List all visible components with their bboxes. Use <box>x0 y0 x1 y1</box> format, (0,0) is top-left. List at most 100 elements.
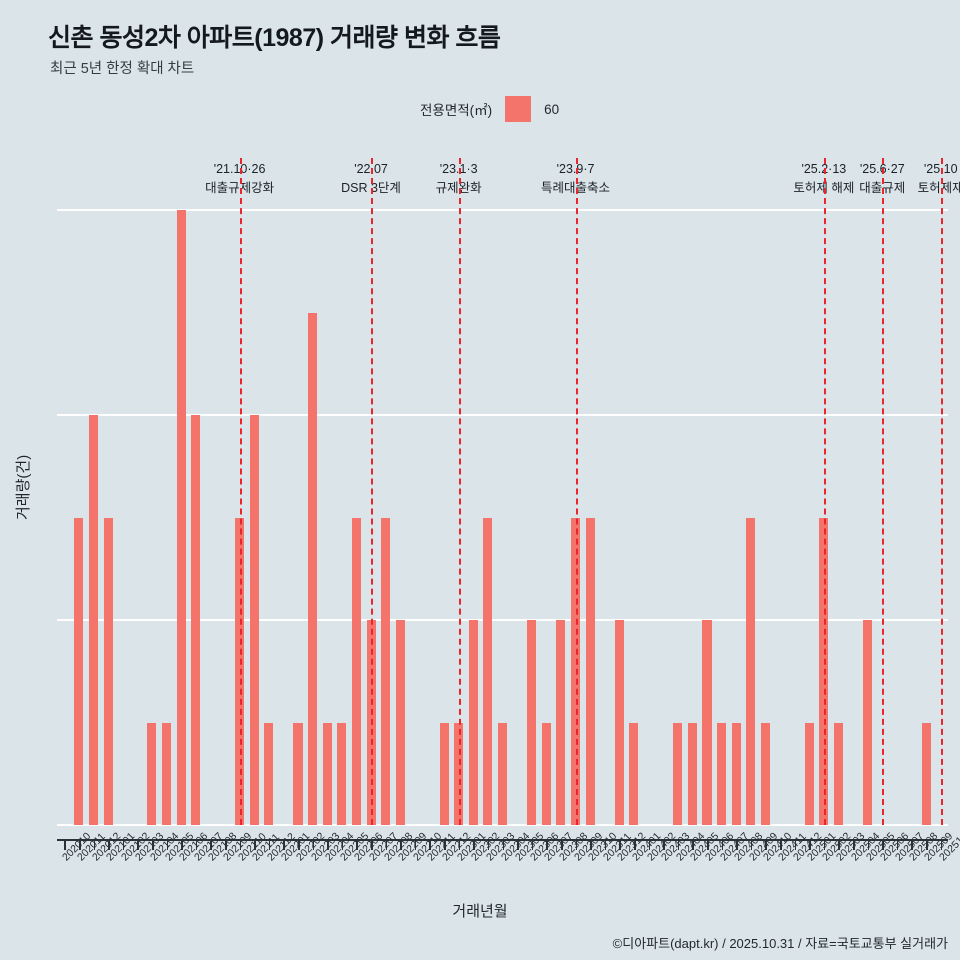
footer-credit: ©디아파트(dapt.kr) / 2025.10.31 / 자료=국토교통부 실… <box>612 936 948 951</box>
x-tick <box>809 839 811 850</box>
bar[interactable] <box>746 517 756 825</box>
x-tick <box>341 839 344 850</box>
x-tick <box>224 839 227 850</box>
x-tick <box>940 839 943 850</box>
bar[interactable] <box>819 517 829 825</box>
bar[interactable] <box>293 722 303 825</box>
bar[interactable] <box>541 722 551 825</box>
bar[interactable] <box>921 722 931 825</box>
bar[interactable] <box>687 722 697 825</box>
bar[interactable] <box>395 620 405 825</box>
plot-area: 0246 <box>57 158 948 827</box>
x-tick <box>298 839 300 850</box>
x-tick <box>254 839 256 850</box>
bar[interactable] <box>571 517 581 825</box>
bar[interactable] <box>629 722 639 825</box>
bar[interactable] <box>497 722 508 825</box>
bar[interactable] <box>88 415 99 825</box>
x-tick <box>721 839 724 850</box>
bar[interactable] <box>366 620 376 825</box>
event-name: 토허제재 <box>917 181 960 196</box>
x-tick <box>487 839 490 850</box>
x-tick <box>750 839 753 850</box>
bar[interactable] <box>833 722 843 825</box>
bar[interactable] <box>162 722 172 825</box>
x-tick <box>166 839 169 850</box>
bar[interactable] <box>717 722 727 825</box>
x-tick <box>239 839 242 850</box>
bar[interactable] <box>468 620 478 825</box>
x-tick <box>517 839 519 850</box>
x-tick <box>108 839 110 850</box>
bar[interactable] <box>556 620 566 825</box>
x-tick <box>648 839 651 850</box>
x-tick <box>838 839 841 850</box>
chart-subtitle: 최근 5년 한정 확대 차트 <box>50 61 195 77</box>
bar[interactable] <box>249 415 259 825</box>
x-tick <box>926 839 928 850</box>
bar[interactable] <box>147 722 157 825</box>
x-tick <box>283 839 285 850</box>
x-tick <box>78 839 81 850</box>
bar[interactable] <box>731 722 741 825</box>
bar[interactable] <box>527 620 537 825</box>
gridline-0 <box>57 823 948 827</box>
bar[interactable] <box>308 312 318 825</box>
event-date: '23.1·3 <box>439 162 478 176</box>
chart-legend: 전용면적(㎡) 60 <box>420 96 559 122</box>
bar[interactable] <box>103 517 113 825</box>
gridline-4 <box>57 413 948 417</box>
x-tick <box>64 839 66 850</box>
x-tick <box>356 839 359 850</box>
x-tick <box>706 839 709 850</box>
event-date: '25.10 <box>923 162 958 176</box>
bar[interactable] <box>454 722 464 825</box>
bar[interactable] <box>381 517 391 825</box>
x-tick <box>531 839 534 850</box>
x-tick <box>371 839 373 850</box>
x-tick <box>444 839 446 850</box>
x-tick <box>385 839 388 850</box>
x-tick <box>677 839 680 850</box>
bar[interactable] <box>264 722 274 825</box>
x-tick <box>896 839 899 850</box>
bar[interactable] <box>702 620 712 825</box>
bar[interactable] <box>235 517 245 825</box>
bar[interactable] <box>614 620 624 825</box>
event-line <box>239 158 242 825</box>
x-tick <box>93 839 96 850</box>
event-line <box>458 158 461 825</box>
x-tick <box>692 839 694 850</box>
x-tick <box>604 839 607 850</box>
bar[interactable] <box>322 722 332 825</box>
bar[interactable] <box>337 722 347 825</box>
bar[interactable] <box>585 517 595 825</box>
bar[interactable] <box>760 722 770 825</box>
event-line <box>940 158 943 825</box>
bar[interactable] <box>176 210 186 825</box>
x-tick <box>181 839 183 850</box>
bar[interactable] <box>673 722 683 825</box>
event-line <box>823 158 826 825</box>
x-tick <box>137 839 139 850</box>
x-tick <box>327 839 329 850</box>
bar[interactable] <box>483 517 493 825</box>
bar[interactable] <box>863 620 873 825</box>
bar[interactable] <box>439 722 449 825</box>
bar[interactable] <box>351 517 361 825</box>
x-tick <box>575 839 578 850</box>
legend-swatch-60 <box>505 96 532 122</box>
x-tick <box>458 839 461 850</box>
bar[interactable] <box>74 517 84 825</box>
event-line <box>882 158 885 825</box>
x-tick <box>663 839 665 850</box>
x-tick <box>414 839 417 850</box>
event-line <box>575 158 578 825</box>
bar[interactable] <box>804 722 814 825</box>
x-tick <box>736 839 738 850</box>
gridline-2 <box>57 618 948 622</box>
x-tick <box>853 839 855 850</box>
x-tick <box>560 839 563 850</box>
x-tick <box>619 839 621 850</box>
bar[interactable] <box>191 415 201 825</box>
